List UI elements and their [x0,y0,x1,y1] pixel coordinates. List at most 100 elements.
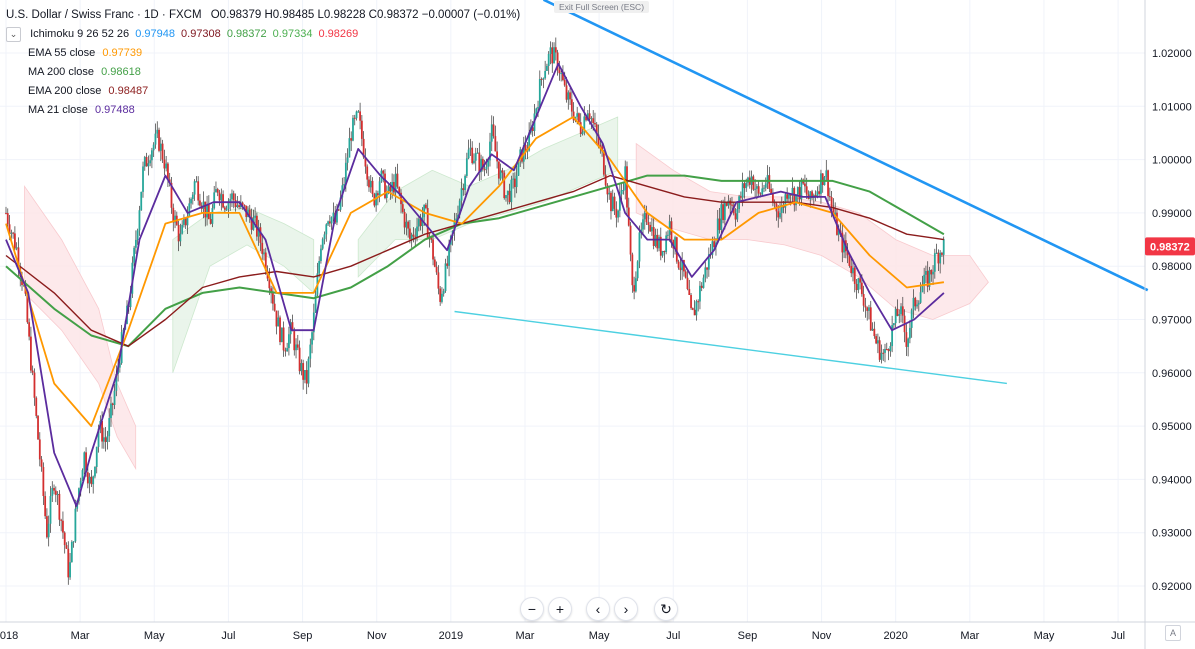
candle-up [707,254,710,270]
candle-down [111,403,114,405]
reset-chart-button[interactable]: ↻ [654,597,678,621]
ichimoku-values: 0.97948 0.97308 0.98372 0.97334 0.98269 [132,28,358,40]
indicator-row[interactable]: EMA 55 close 0.97739 [6,44,520,63]
candle-down [62,520,64,533]
candle-up [485,166,488,170]
candle-down [937,252,940,264]
candle-up [716,218,719,243]
candle-down [396,173,399,187]
candle-up [505,195,507,199]
candle-down [279,317,281,343]
candle-down [382,170,385,174]
candle-down [814,195,817,197]
trendlines-group[interactable] [454,0,1149,385]
candle-up [884,349,886,353]
ichimoku-row[interactable]: ⌄ Ichimoku 9 26 52 26 0.97948 0.97308 0.… [6,25,520,44]
candle-up [741,183,744,198]
candle-up [136,230,139,240]
zoom-out-button[interactable]: − [520,597,544,621]
scroll-left-button[interactable]: ‹ [586,597,610,621]
candle-up [618,194,621,211]
candle-up [876,340,879,344]
candle-down [752,176,755,190]
candle-down [67,548,70,578]
candle-down [425,204,427,209]
candle-up [309,344,312,359]
indicator-row[interactable]: MA 200 close 0.98618 [6,63,520,82]
scroll-right-button[interactable]: › [614,597,638,621]
candle-up [295,344,297,351]
candle-up [909,327,911,339]
exit-fullscreen-hint[interactable]: Exit Full Screen (ESC) [554,1,650,13]
candle-down [914,297,917,307]
candle-up [307,358,310,384]
candle-up [343,184,345,186]
candle-down [437,272,440,289]
candle-up [227,201,230,210]
candle-up [795,194,797,206]
candle-down [554,47,557,53]
candle-up [236,205,239,208]
candle-down [145,157,148,167]
candle-down [503,172,506,199]
chevron-down-icon[interactable]: ⌄ [6,26,21,42]
candle-down [409,228,411,239]
candle-up [385,192,388,199]
indicator-row[interactable]: MA 21 close 0.97488 [6,101,520,120]
ichimoku-cloud [24,116,989,471]
candle-up [213,192,216,209]
candle-down [821,173,824,186]
candle-down [90,476,93,485]
candle-down [818,191,821,194]
candle-up [56,493,59,495]
candle-up [348,138,351,158]
candle-up [159,143,162,151]
candle-up [95,446,98,467]
candle-down [725,202,728,206]
candle-up [852,267,854,274]
indicator-row[interactable]: EMA 200 close 0.98487 [6,82,520,101]
candle-down [786,194,789,199]
candle-up [932,271,934,275]
candle-up [699,285,701,302]
candle-up [723,202,726,220]
candle-up [102,437,105,442]
candle-up [10,232,13,234]
candle-down [58,493,61,520]
zoom-in-button[interactable]: + [548,597,572,621]
candle-down [693,309,696,316]
candle-up [106,436,109,443]
candle-down [63,532,66,546]
candle-up [72,541,75,543]
candle-up [506,190,509,196]
candle-down [40,459,43,468]
trendline-support[interactable] [454,310,1007,385]
candle-up [921,285,924,293]
candle-up [939,252,942,264]
candle-up [174,215,176,223]
candle-up [108,418,111,437]
candle-up [843,240,845,253]
candle-up [115,373,118,391]
ichimoku-value: 0.98372 [223,28,267,40]
candle-down [569,92,571,100]
candle-up [330,217,333,224]
candle-up [460,188,463,201]
candle-up [92,476,95,485]
candle-up [636,261,639,279]
candle-up [88,476,91,484]
candle-down [44,496,47,517]
candle-down [232,193,235,201]
candle-down [565,85,568,100]
auto-scale-button[interactable]: A [1165,625,1181,641]
candle-down [690,294,692,309]
trendline-resistance[interactable] [542,0,1149,292]
candle-up [490,124,493,142]
candle-down [241,202,244,205]
candle-down [873,328,876,337]
x-tick-label: Sep [738,630,758,642]
candle-down [481,158,484,170]
candle-down [398,186,401,193]
candle-up [448,244,450,266]
